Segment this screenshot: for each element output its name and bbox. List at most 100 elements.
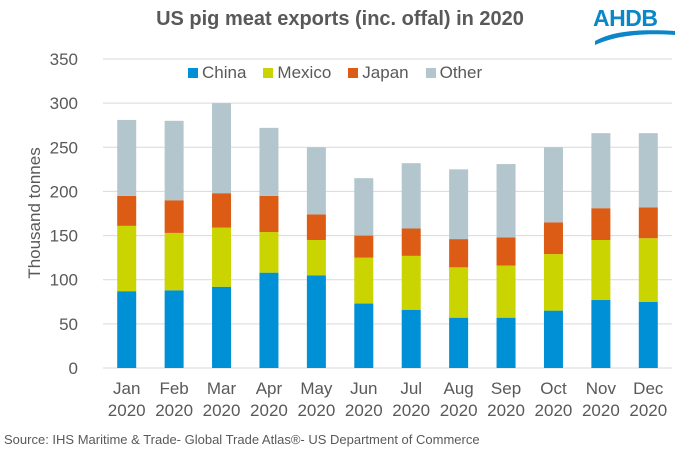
bar-japan-sep	[496, 237, 516, 266]
bar-mexico-dec	[638, 238, 658, 302]
y-tick-label: 50	[59, 315, 78, 334]
bar-japan-mar	[212, 193, 232, 228]
x-tick-label-month: Aug	[444, 379, 474, 398]
x-tick-label-year: 2020	[155, 401, 193, 420]
ahdb-logo: AHDB	[593, 5, 677, 47]
bar-mexico-sep	[496, 265, 516, 318]
bar-mexico-mar	[212, 227, 232, 287]
legend-label: Japan	[362, 63, 409, 82]
legend-label: Other	[439, 63, 483, 82]
x-tick-label-month: Sep	[491, 379, 521, 398]
bar-japan-nov	[591, 208, 611, 240]
bar-china-aug	[449, 317, 469, 368]
bar-other-may	[306, 147, 326, 215]
legend-item-japan: Japan	[348, 63, 409, 83]
x-tick-label-year: 2020	[203, 401, 241, 420]
bar-mexico-jul	[401, 255, 421, 310]
bar-mexico-oct	[543, 254, 563, 311]
y-tick-label: 0	[69, 359, 78, 378]
bar-china-may	[306, 275, 326, 368]
bar-japan-may	[306, 214, 326, 240]
legend-item-china: China	[188, 63, 246, 83]
bar-other-oct	[543, 147, 563, 223]
bar-mexico-jan	[117, 225, 137, 292]
bar-china-sep	[496, 317, 516, 368]
bar-japan-jul	[401, 228, 421, 256]
bar-japan-dec	[638, 207, 658, 239]
x-axis-ticks: Jan 2020 Feb 2020 Mar 2020 Apr 2020 May 2020 Jun 20…	[108, 379, 667, 420]
x-tick-label-month: Mar	[207, 379, 237, 398]
x-tick-label-month: Jan	[113, 379, 140, 398]
legend-label: China	[202, 63, 247, 82]
source-note: Source: IHS Maritime & Trade- Global Tra…	[4, 432, 480, 447]
y-tick-label: 100	[50, 271, 78, 290]
bar-japan-apr	[259, 195, 279, 233]
y-tick-label: 200	[50, 182, 78, 201]
x-tick-label-month: Apr	[256, 379, 283, 398]
bar-china-apr	[259, 272, 279, 368]
y-tick-label: 150	[50, 227, 78, 246]
wave-icon	[595, 30, 675, 45]
legend-swatch	[348, 68, 359, 78]
bar-other-feb	[164, 120, 184, 201]
bar-china-jan	[117, 291, 137, 368]
bar-other-mar	[212, 103, 232, 194]
bar-mexico-jun	[354, 257, 374, 304]
bar-japan-oct	[543, 222, 563, 255]
legend-item-mexico: Mexico	[263, 63, 331, 83]
x-tick-label-year: 2020	[297, 401, 335, 420]
y-tick-label: 350	[50, 50, 78, 69]
x-tick-label-month: Jun	[350, 379, 377, 398]
bar-china-dec	[638, 301, 658, 368]
bar-mexico-may	[306, 239, 326, 276]
gridlines	[103, 58, 672, 369]
chart-title: US pig meat exports (inc. offal) in 2020	[156, 8, 524, 30]
legend-swatch	[425, 68, 436, 78]
x-tick-label-year: 2020	[392, 401, 430, 420]
x-tick-label-year: 2020	[535, 401, 573, 420]
bar-other-jun	[354, 178, 374, 236]
x-tick-label-month: Dec	[633, 379, 664, 398]
x-tick-label-month: May	[300, 379, 333, 398]
x-tick-label-year: 2020	[582, 401, 620, 420]
legend-item-other: Other	[425, 63, 483, 83]
bar-japan-jun	[354, 235, 374, 258]
bar-china-feb	[164, 290, 184, 368]
x-tick-label-year: 2020	[487, 401, 525, 420]
y-axis-label: Thousand tonnes	[25, 147, 44, 278]
bar-other-jan	[117, 119, 137, 196]
bar-mexico-aug	[449, 267, 469, 318]
legend-swatch	[188, 68, 198, 78]
x-tick-label-year: 2020	[250, 401, 288, 420]
bar-other-sep	[496, 164, 516, 238]
bar-other-aug	[449, 169, 469, 240]
x-tick-label-year: 2020	[440, 401, 478, 420]
bar-china-jun	[354, 303, 374, 368]
x-tick-label-year: 2020	[108, 401, 146, 420]
logo-text: AHDB	[593, 5, 658, 31]
bar-china-jul	[401, 309, 421, 368]
bar-mexico-feb	[164, 232, 184, 291]
y-axis-ticks: 0 50 100 150 200 250 300 350	[50, 50, 78, 378]
bar-other-dec	[638, 133, 658, 208]
bar-other-jul	[401, 163, 421, 229]
legend-label: Mexico	[277, 63, 332, 82]
bar-mexico-nov	[591, 239, 611, 301]
y-tick-label: 300	[50, 94, 78, 113]
bar-other-apr	[259, 127, 279, 196]
x-tick-label-year: 2020	[629, 401, 667, 420]
legend-swatch	[263, 68, 274, 78]
bar-japan-jan	[117, 195, 137, 226]
bar-mexico-apr	[259, 232, 279, 273]
bar-china-mar	[212, 286, 232, 368]
bar-japan-feb	[164, 200, 184, 233]
legend: China Mexico Japan Other	[188, 63, 499, 83]
x-tick-label-month: Oct	[540, 379, 567, 398]
bar-china-nov	[591, 300, 611, 368]
bar-japan-aug	[449, 239, 469, 268]
x-tick-label-year: 2020	[345, 401, 383, 420]
y-tick-label: 250	[50, 138, 78, 157]
bar-other-nov	[591, 133, 611, 209]
bar-china-oct	[543, 310, 563, 368]
